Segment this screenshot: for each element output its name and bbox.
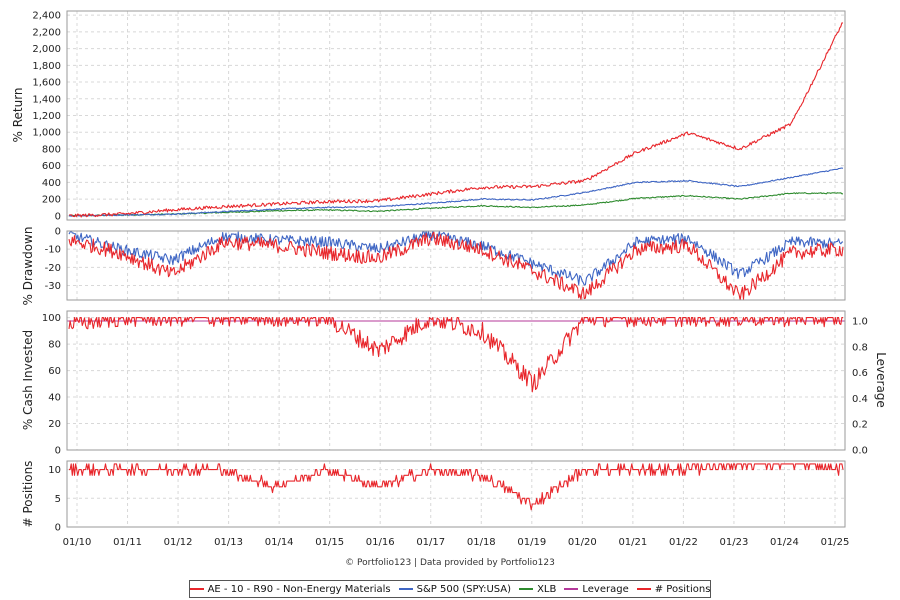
legend-item: # Positions xyxy=(636,583,711,595)
y-tick-label: 60 xyxy=(48,366,61,377)
y2-tick-label: 0.6 xyxy=(852,368,868,379)
x-tick-label: 01/12 xyxy=(164,537,193,548)
y2-tick-label: 0.8 xyxy=(852,342,868,353)
series-line-1 xyxy=(68,167,844,217)
series-line-0 xyxy=(69,463,844,511)
y-tick-label: 200 xyxy=(42,195,61,206)
y-tick-label: 600 xyxy=(42,161,61,172)
x-tick-label: 01/10 xyxy=(63,537,92,548)
y-tick-label: -20 xyxy=(45,263,61,274)
legend-item: S&P 500 (SPY:USA) xyxy=(398,583,512,595)
x-tick-label: 01/15 xyxy=(315,537,344,548)
plot-area xyxy=(67,311,845,450)
x-tick-label: 01/21 xyxy=(618,537,647,548)
x-tick-label: 01/17 xyxy=(416,537,445,548)
y-tick-label: 0 xyxy=(55,227,61,238)
plot-frame xyxy=(66,460,846,528)
credit-text: © Portfolio123 | Data provided by Portfo… xyxy=(345,558,555,568)
legend-swatch xyxy=(398,588,413,590)
legend-label: S&P 500 (SPY:USA) xyxy=(416,583,512,595)
legend-swatch xyxy=(636,588,651,590)
y-tick-label: 100 xyxy=(42,313,61,324)
series-line-0 xyxy=(68,22,844,218)
x-tick-label: 01/25 xyxy=(821,537,850,548)
legend-item: XLB xyxy=(519,584,556,595)
y-axis-label: % Return xyxy=(11,87,25,142)
legend-label: XLB xyxy=(537,583,557,595)
y2-tick-label: 0.4 xyxy=(852,394,868,405)
legend-label: Leverage xyxy=(582,583,629,595)
y-tick-label: 20 xyxy=(48,419,61,430)
x-tick-label: 01/18 xyxy=(467,537,496,548)
x-tick-label: 01/20 xyxy=(568,537,597,548)
y-tick-label: 5 xyxy=(55,494,61,505)
plot-frame xyxy=(66,10,846,221)
legend-item: Leverage xyxy=(564,583,629,595)
y-tick-label: 400 xyxy=(42,178,61,189)
y-tick-label: 2,400 xyxy=(32,11,61,22)
y-tick-label: 1,200 xyxy=(32,111,61,122)
y-tick-label: 1,000 xyxy=(32,128,61,139)
y-tick-label: 2,200 xyxy=(32,27,61,38)
y-axis-label: % Drawdown xyxy=(21,227,35,306)
x-tick-label: 01/16 xyxy=(366,537,395,548)
x-tick-label: 01/22 xyxy=(669,537,698,548)
plot-frame xyxy=(66,230,846,301)
y-tick-label: 10 xyxy=(48,465,61,476)
plot-frame xyxy=(66,310,846,451)
y-tick-label: 0 xyxy=(55,523,61,534)
x-tick-label: 01/11 xyxy=(113,537,142,548)
y2-axis-label: Leverage xyxy=(874,352,888,408)
y-tick-label: 800 xyxy=(42,144,61,155)
y-tick-label: 0 xyxy=(55,446,61,457)
y-axis-label: % Cash Invested xyxy=(21,330,35,430)
legend-swatch xyxy=(189,588,204,590)
y2-tick-label: 0.0 xyxy=(852,446,868,457)
legend: AE - 10 - R90 - Non-Energy Materials S&P … xyxy=(189,580,711,598)
legend-label: AE - 10 - R90 - Non-Energy Materials xyxy=(207,583,391,595)
series-line-0 xyxy=(68,231,844,301)
legend-label: # Positions xyxy=(654,583,711,595)
y-tick-label: 80 xyxy=(48,340,61,351)
y-tick-label: 2,000 xyxy=(32,44,61,55)
y2-tick-label: 1.0 xyxy=(852,317,868,328)
x-tick-label: 01/24 xyxy=(770,537,799,548)
legend-item: AE - 10 - R90 - Non-Energy Materials xyxy=(189,583,391,595)
y-tick-label: 1,600 xyxy=(32,78,61,89)
legend-swatch xyxy=(564,588,579,590)
y2-tick-label: 0.2 xyxy=(852,420,868,431)
y-tick-label: -30 xyxy=(45,281,61,292)
y-tick-label: 0 xyxy=(55,211,61,222)
y-tick-label: 1,800 xyxy=(32,61,61,72)
x-tick-label: 01/14 xyxy=(265,537,294,548)
x-tick-label: 01/23 xyxy=(720,537,749,548)
y-tick-label: -10 xyxy=(45,245,61,256)
x-tick-label: 01/13 xyxy=(214,537,243,548)
y-tick-label: 1,400 xyxy=(32,94,61,105)
x-tick-label: 01/19 xyxy=(517,537,546,548)
y-tick-label: 40 xyxy=(48,393,61,404)
legend-swatch xyxy=(519,588,534,590)
y-axis-label: # Positions xyxy=(21,461,35,528)
series-line-0 xyxy=(68,317,843,393)
